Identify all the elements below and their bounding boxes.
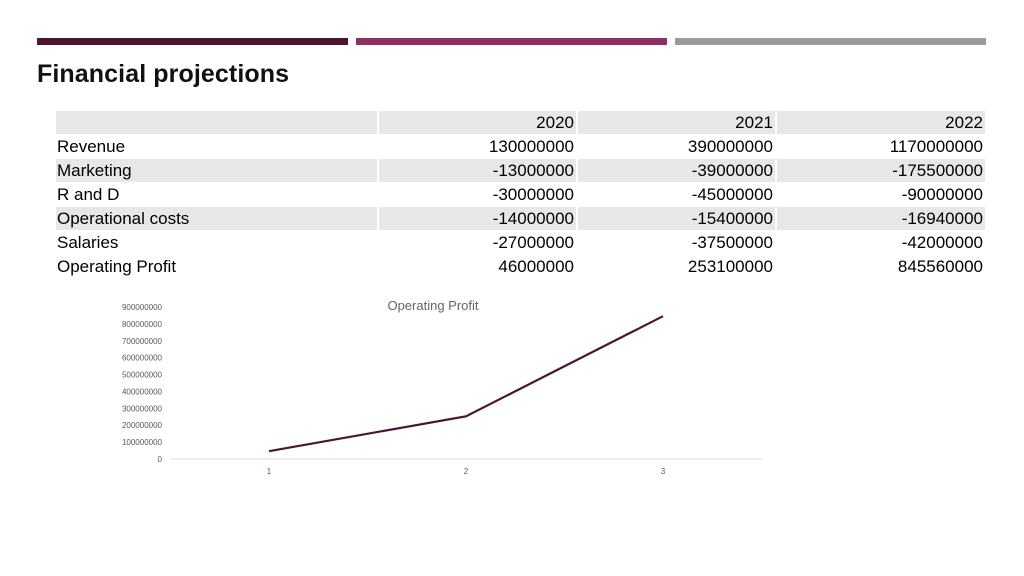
operating-profit-chart: Operating Profit 0 100000000 200000000 3000… [122, 298, 762, 476]
table-cell: 845560000 [897, 257, 983, 276]
row-label: R and D [57, 185, 120, 204]
table-cell: 46000000 [498, 257, 574, 276]
table-cell: -175500000 [775, 159, 985, 182]
chart-title: Operating Profit [387, 298, 478, 313]
table-cell: -16940000 [775, 207, 985, 230]
table-row: Operational costs -14000000 -15400000 -1… [56, 207, 985, 230]
table-cell: 390000000 [687, 137, 773, 156]
x-tick-label: 2 [464, 467, 469, 476]
table-row: Salaries -27000000 -37500000 -42000000 [56, 231, 985, 254]
y-tick-label: 800000000 [122, 320, 163, 329]
y-axis: 0 100000000 200000000 300000000 400000000 500… [122, 303, 163, 464]
accent-bar-2 [356, 38, 667, 45]
y-tick-label: 600000000 [122, 354, 163, 363]
accent-bar-1 [37, 38, 348, 45]
y-tick-label: 400000000 [122, 387, 163, 396]
row-label: Operating Profit [57, 257, 177, 276]
table-cell: -30000000 [492, 185, 574, 204]
table-cell: -39000000 [576, 159, 775, 182]
table-cell: 130000000 [488, 137, 574, 156]
series-line [268, 315, 664, 453]
table-header-row: 2020 2021 2022 [56, 111, 985, 134]
header-cell: 2020 [377, 111, 576, 134]
row-label: Operational costs [56, 207, 377, 230]
table-cell: -45000000 [691, 185, 773, 204]
y-tick-label: 300000000 [122, 404, 163, 413]
table-cell: -13000000 [377, 159, 576, 182]
table-cell: -42000000 [901, 233, 983, 252]
x-axis: 1 2 3 [267, 467, 666, 476]
y-tick-label: 500000000 [122, 371, 163, 380]
header-cell: 2021 [576, 111, 775, 134]
y-tick-label: 200000000 [122, 421, 163, 430]
table-cell: -27000000 [492, 233, 574, 252]
table-cell: -14000000 [377, 207, 576, 230]
x-tick-label: 1 [267, 467, 272, 476]
slide-title: Financial projections [37, 60, 290, 88]
accent-bar-3 [675, 38, 986, 45]
financial-table: 2020 2021 2022 Revenue 130000000 3900000… [56, 110, 985, 279]
row-label: Revenue [57, 137, 126, 156]
table-cell: -90000000 [901, 185, 983, 204]
x-tick-label: 3 [661, 467, 666, 476]
table-row: R and D -30000000 -45000000 -90000000 [56, 183, 985, 206]
row-label: Marketing [56, 159, 377, 182]
header-cell [56, 111, 377, 134]
y-tick-label: 700000000 [122, 337, 163, 346]
table-row: Revenue 130000000 390000000 1170000000 [56, 135, 985, 158]
table-cell: -37500000 [691, 233, 773, 252]
table-cell: 1170000000 [889, 137, 983, 156]
header-cell: 2022 [775, 111, 985, 134]
table-row: Marketing -13000000 -39000000 -175500000 [56, 159, 985, 182]
table-cell: 253100000 [687, 257, 773, 276]
table-row: Operating Profit 46000000 253100000 8455… [56, 255, 985, 278]
y-tick-label: 0 [158, 455, 163, 464]
row-label: Salaries [57, 233, 119, 252]
table-cell: -15400000 [576, 207, 775, 230]
y-tick-label: 100000000 [122, 438, 163, 447]
y-tick-label: 900000000 [122, 303, 163, 312]
